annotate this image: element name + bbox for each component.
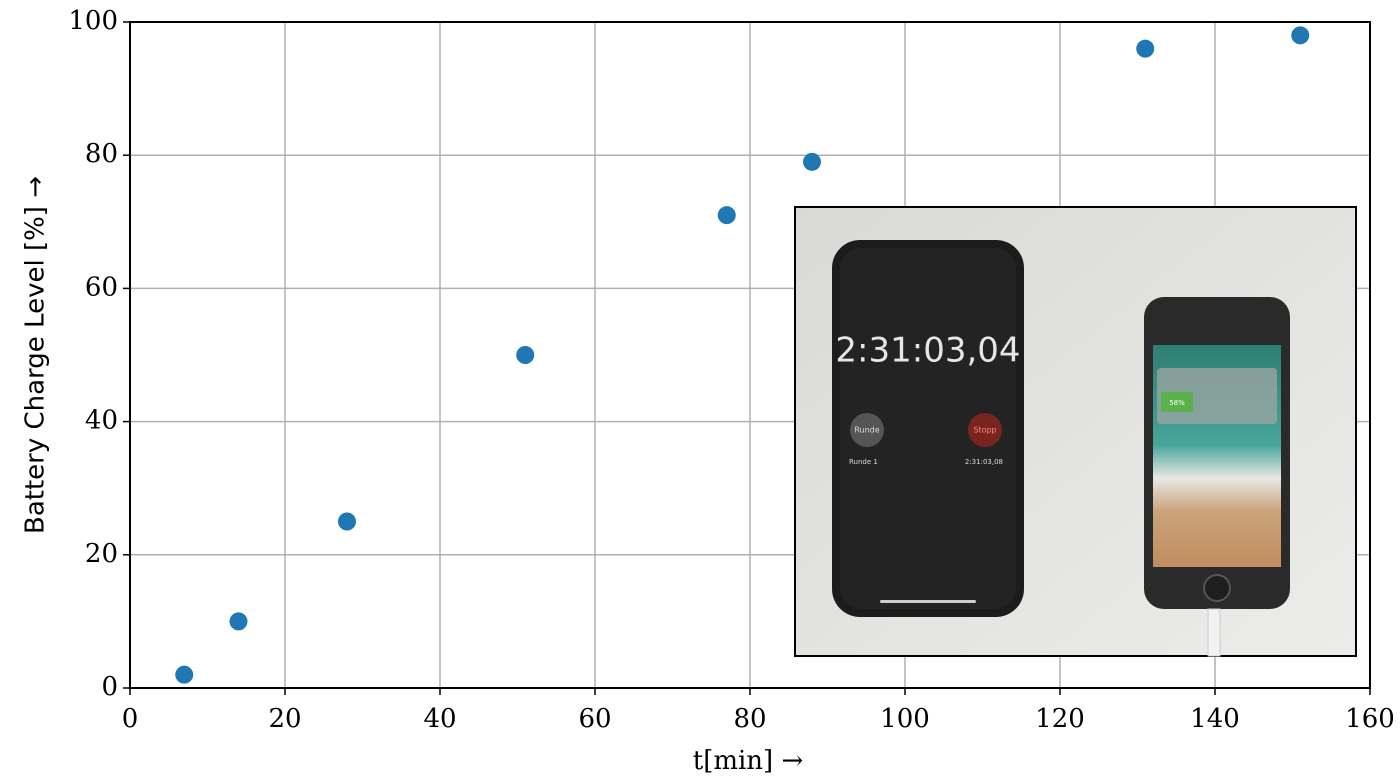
y-tick-label: 60 — [85, 272, 118, 302]
stop-button — [968, 413, 1002, 447]
lap-button — [850, 413, 884, 447]
home-button — [1203, 574, 1231, 602]
y-tick-label: 0 — [101, 672, 118, 702]
stopwatch-time: 2:31:03,04 — [835, 331, 1020, 371]
battery-widget — [1161, 392, 1193, 412]
point — [338, 512, 356, 531]
x-tick-label: 140 — [1190, 704, 1240, 734]
lap-time: 2:31:03,08 — [965, 458, 1003, 466]
stop-label: Stopp — [973, 426, 996, 435]
battery-level: 58% — [1169, 399, 1185, 407]
x-tick-label: 60 — [578, 704, 611, 734]
x-tick-label: 20 — [268, 704, 301, 734]
point — [1136, 39, 1155, 58]
point — [229, 612, 248, 631]
x-axis-label: t[min] → — [693, 746, 804, 776]
x-tick-label: 40 — [423, 704, 456, 734]
x-tick-label: 80 — [733, 704, 766, 734]
x-tick-label: 0 — [122, 704, 139, 734]
x-tick-label: 160 — [1345, 704, 1395, 734]
lap-label: Runde — [854, 426, 879, 435]
lap-name: Runde 1 — [849, 458, 878, 466]
y-tick-label: 40 — [85, 406, 118, 436]
point — [1291, 26, 1310, 45]
point — [717, 206, 736, 225]
points — [175, 26, 1310, 684]
point — [175, 665, 194, 684]
point — [516, 346, 535, 364]
x-tick-label: 120 — [1035, 704, 1085, 734]
phone-large-screen — [840, 248, 1016, 609]
cable — [1207, 608, 1221, 657]
y-axis-label: Battery Charge Level [%] → — [21, 176, 51, 534]
home-indicator — [880, 600, 976, 603]
y-tick-label: 100 — [68, 6, 118, 36]
inset-photo: 2:31:03,04 Runde Stopp Runde 1 2:31:03,0… — [794, 206, 1357, 657]
y-tick-label: 80 — [85, 139, 118, 169]
point — [803, 152, 821, 171]
y-tick-label: 20 — [85, 539, 118, 569]
x-tick-label: 100 — [880, 704, 930, 734]
